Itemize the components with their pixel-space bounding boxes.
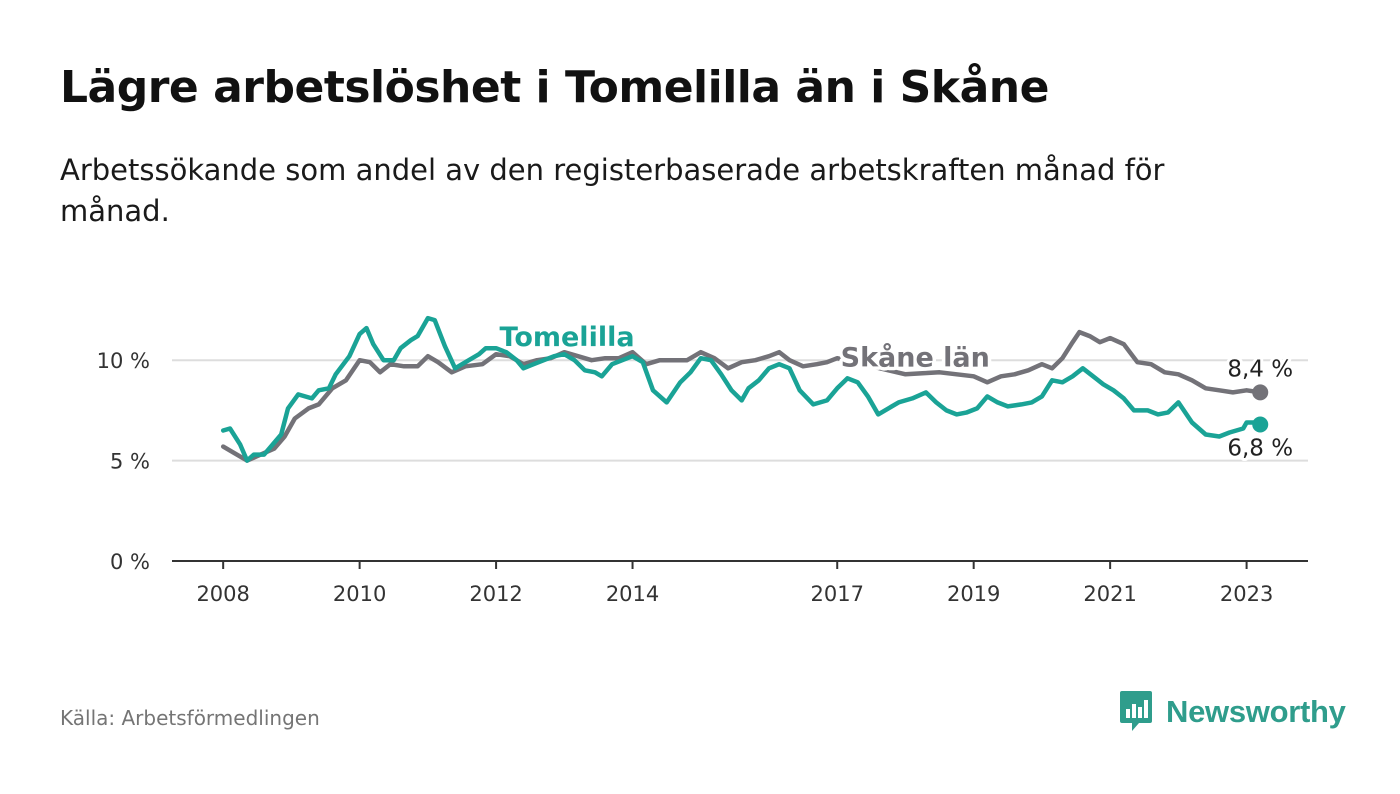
x-tick-label: 2023	[1220, 582, 1273, 606]
end-point-skane	[1252, 384, 1269, 401]
series-label-skane: Skåne län	[841, 341, 990, 373]
x-tick-label: 2010	[333, 582, 386, 606]
series-line-skane	[220, 329, 1263, 463]
y-axis-labels: 0 % 5 % 10 %	[97, 349, 150, 574]
series-line-tomelilla	[220, 315, 1263, 463]
x-tick-label: 2021	[1083, 582, 1136, 606]
end-label-tomelilla: 6,8 %	[1227, 435, 1293, 461]
series-lines	[220, 315, 1269, 463]
x-tick-label: 2019	[947, 582, 1000, 606]
y-tick-label: 5 %	[110, 450, 150, 474]
x-axis-ticks: 2008 2010 2012 2014 2017 2019 2021 2023	[196, 561, 1273, 606]
brand-name: Newsworthy	[1166, 694, 1346, 729]
series-label-tomelilla: Tomelilla	[499, 322, 634, 353]
series-labels: Tomelilla Skåne län 8,4 % 6,8 %	[496, 319, 1296, 465]
y-tick-label: 10 %	[97, 349, 150, 373]
chart-title: Lägre arbetslöshet i Tomelilla än i Skån…	[60, 62, 1049, 113]
y-tick-label: 0 %	[110, 550, 150, 574]
end-label-skane: 8,4 %	[1227, 356, 1293, 382]
end-point-tomelilla	[1252, 416, 1269, 433]
x-tick-label: 2017	[810, 582, 863, 606]
x-tick-label: 2012	[469, 582, 522, 606]
x-tick-label: 2008	[196, 582, 249, 606]
source-note: Källa: Arbetsförmedlingen	[60, 706, 320, 730]
chart-subtitle: Arbetssökande som andel av den registerb…	[60, 153, 1165, 228]
brand-logo[interactable]: Newsworthy	[1118, 690, 1346, 734]
x-tick-label: 2014	[606, 582, 659, 606]
bar-chart-speech-bubble-icon	[1120, 691, 1152, 731]
